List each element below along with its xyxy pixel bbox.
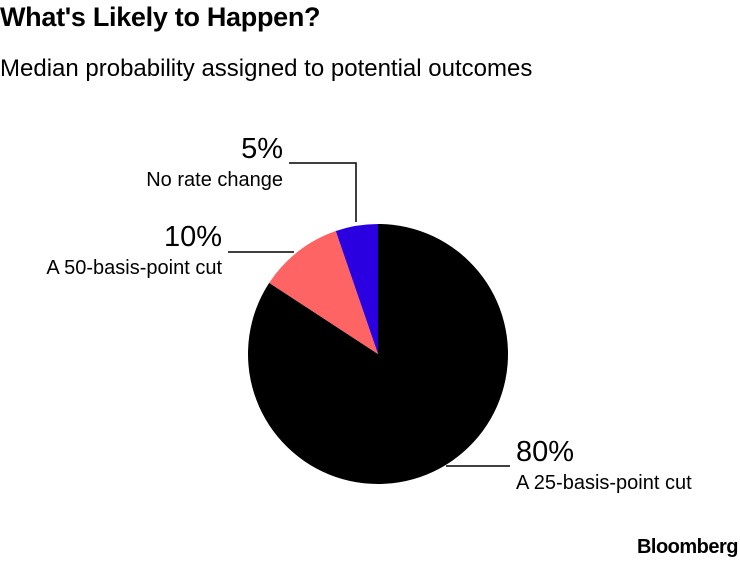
slice-value-label: 5% — [241, 133, 283, 165]
pie-slice — [269, 231, 378, 354]
leader-lines — [228, 162, 510, 467]
source-logo: Bloomberg — [636, 536, 739, 558]
slice-value-label: 80% — [516, 436, 574, 468]
pie-slice — [335, 224, 378, 354]
chart-title: What's Likely to Happen? — [0, 2, 321, 32]
slice-category-label: A 25-basis-point cut — [516, 472, 692, 494]
slice-category-label: No rate change — [146, 169, 283, 191]
slice-value-label: 10% — [164, 221, 222, 253]
slice-category-label: A 50-basis-point cut — [46, 257, 222, 279]
pie-slice — [248, 223, 509, 485]
leader-line — [289, 162, 357, 222]
pie-slices — [248, 223, 509, 485]
chart-subtitle: Median probability assigned to potential… — [0, 55, 533, 82]
